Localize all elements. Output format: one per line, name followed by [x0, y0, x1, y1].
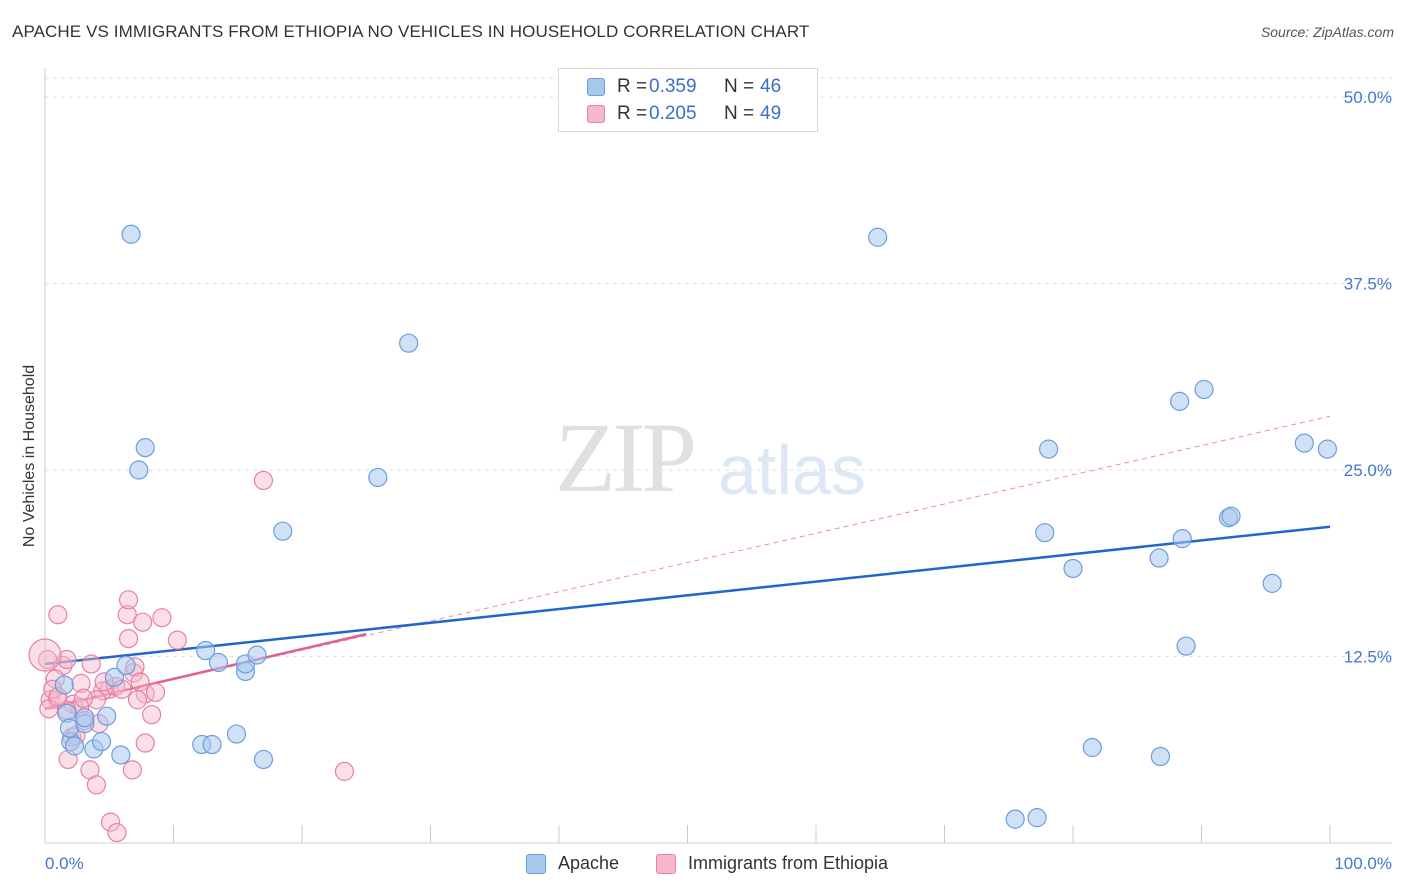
ethiopia-point [86, 775, 107, 795]
apache-point [1221, 506, 1241, 526]
apache-point [1082, 737, 1102, 758]
legend: R = 0.359 N = 46 R = 0.205 N = 49 [558, 68, 818, 132]
chart-source: Source: ZipAtlas.com [1260, 24, 1394, 40]
ethiopia-point [57, 649, 77, 670]
apache-point [1038, 439, 1059, 459]
apache-point [399, 333, 419, 353]
ethiopia-swatch [587, 105, 605, 123]
apache-point [226, 724, 247, 744]
legend-r-label: R = [617, 76, 648, 97]
apache-point [1027, 808, 1047, 828]
chart-title: APACHE VS IMMIGRANTS FROM ETHIOPIA NO VE… [12, 22, 810, 41]
ethiopia-point [81, 654, 101, 674]
bottom-legend: Apache Immigrants from Ethiopia [0, 851, 1406, 877]
apache-point [54, 675, 74, 695]
apache-point [104, 667, 124, 687]
apache-point [1194, 379, 1214, 400]
ethiopia-point [73, 688, 94, 708]
gridlines [45, 77, 1392, 657]
y-tick-label: 25.0% [1344, 461, 1392, 480]
apache-point [116, 655, 136, 676]
apache-swatch [526, 853, 546, 874]
apache-point [1262, 573, 1282, 593]
ethiopia-point [28, 638, 62, 672]
y-tick-label: 12.5% [1344, 648, 1392, 667]
apache-point [121, 224, 141, 244]
apache-point [1176, 636, 1196, 656]
axes [44, 68, 1392, 844]
apache-points [54, 224, 1338, 829]
legend-row-apache: R = 0.359 N = 46 [559, 74, 835, 100]
apache-point [1294, 433, 1314, 453]
apache-point [253, 749, 274, 770]
apache-point [868, 227, 888, 247]
apache-point [135, 438, 155, 458]
x-tick-label: 0.0% [45, 854, 84, 873]
apache-point [202, 734, 222, 755]
apache-point [273, 521, 293, 541]
ethiopia-point [118, 590, 139, 610]
apache-point [75, 708, 95, 728]
ethiopia-point [100, 812, 121, 832]
legend-n-label: N = [724, 103, 755, 124]
ethiopia-point [48, 605, 68, 625]
bottom-legend-ethiopia-label: Immigrants from Ethiopia [688, 853, 889, 873]
x-tick-label: 100.0% [1334, 854, 1392, 873]
apache-point [208, 652, 229, 673]
ethiopia-point [253, 470, 274, 491]
legend-r-label: R = [617, 103, 648, 124]
ethiopia-point [135, 684, 155, 704]
apache-point [129, 460, 149, 480]
ethiopia-point [127, 690, 148, 710]
apache-point [196, 640, 216, 661]
apache-point [97, 706, 117, 726]
legend-r-value: 0.359 [649, 76, 697, 97]
apache-point [1317, 439, 1338, 459]
apache-point [1170, 391, 1190, 411]
legend-row-ethiopia: R = 0.205 N = 49 [559, 101, 835, 127]
apache-swatch [587, 78, 605, 96]
apache-point [111, 745, 131, 765]
bottom-legend-apache-label: Apache [558, 853, 620, 873]
apache-point [247, 645, 267, 665]
ethiopia-point [135, 733, 155, 753]
ethiopia-point [152, 608, 172, 628]
y-axis-title: No Vehicles in Household [21, 365, 38, 547]
y-tick-label: 37.5% [1344, 275, 1392, 294]
ethiopia-point [122, 760, 142, 780]
ethiopia-trend-line [44, 632, 367, 710]
apache-point [1035, 523, 1055, 543]
apache-point [1150, 746, 1170, 767]
ethiopia-point [167, 630, 187, 650]
ethiopia-point [118, 628, 139, 649]
bottom-legend-ethiopia: Immigrants from Ethiopia [656, 853, 888, 874]
legend-n-value: 49 [760, 103, 782, 124]
apache-trend-line [44, 525, 1331, 666]
apache-point [1172, 529, 1192, 549]
ethiopia-swatch [656, 853, 676, 874]
watermark-zip: ZIP [555, 402, 697, 513]
bottom-legend-apache: Apache [526, 853, 619, 874]
tick-labels: 12.5% 25.0% 37.5% 50.0% 0.0% 100.0% [45, 88, 1392, 873]
legend-r-value: 0.205 [649, 103, 697, 124]
ethiopia-point [133, 612, 153, 632]
ethiopia-point [117, 605, 137, 625]
legend-n-value: 46 [760, 76, 782, 97]
apache-point [1149, 548, 1169, 568]
ethiopia-point [107, 822, 127, 843]
legend-n-label: N = [724, 76, 755, 97]
apache-point [91, 731, 112, 752]
ethiopia-point [334, 761, 355, 781]
apache-point [1063, 558, 1083, 579]
apache-point [368, 467, 388, 488]
ethiopia-point [145, 682, 166, 702]
ethiopia-point [142, 705, 162, 725]
apache-point [1005, 809, 1025, 829]
y-tick-label: 50.0% [1344, 88, 1392, 107]
apache-point [64, 736, 85, 756]
